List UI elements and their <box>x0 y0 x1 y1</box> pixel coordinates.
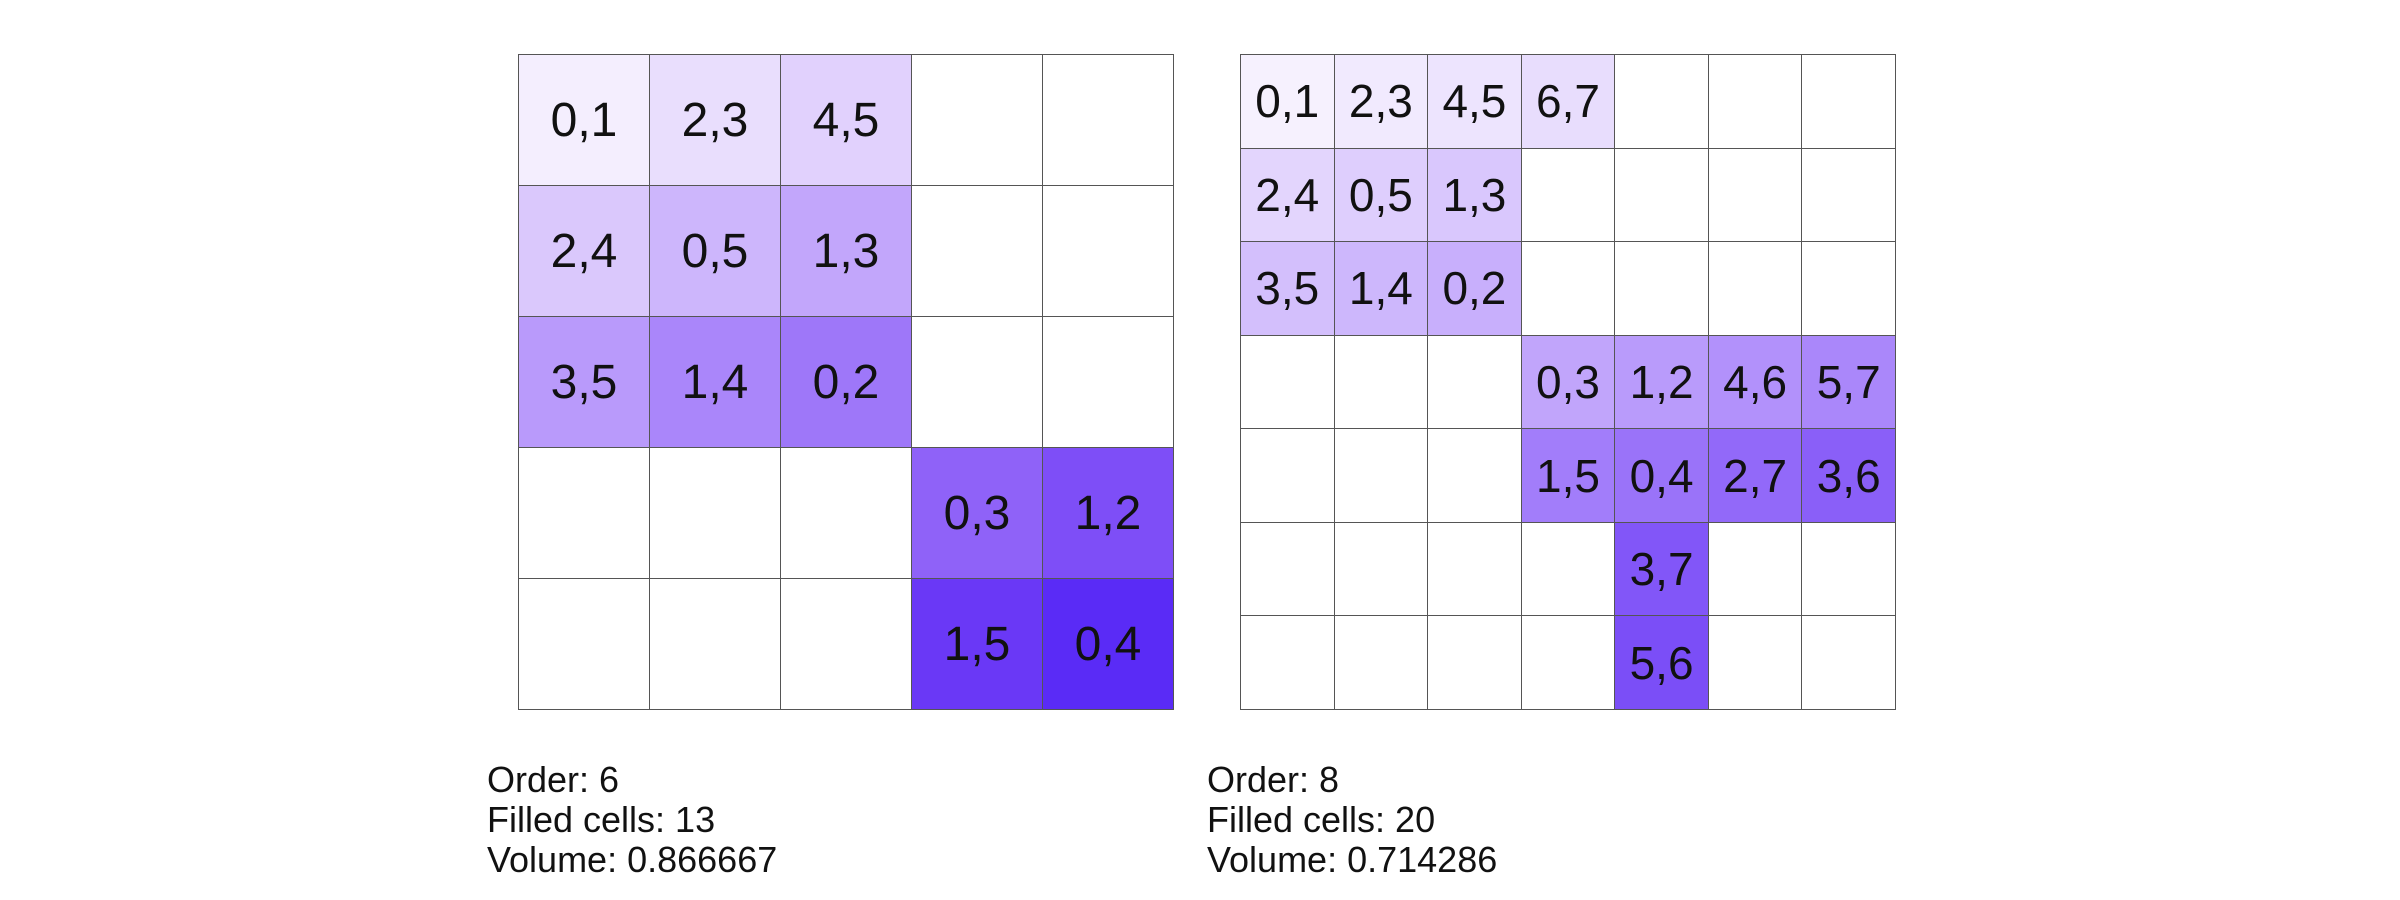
right-empty-cell <box>1801 54 1895 148</box>
left-filled-cell: 0,1 <box>518 54 649 185</box>
right-empty-cell <box>1801 521 1895 616</box>
right-filled-cell: 0,2 <box>1427 241 1521 335</box>
right-filled-cell: 5,6 <box>1614 615 1708 709</box>
right-empty-cell <box>1427 428 1521 522</box>
left-filled-cell: 1,3 <box>780 185 911 316</box>
right-filled-cells-label: Filled cells: 20 <box>1207 799 1436 840</box>
right-empty-cell <box>1333 521 1428 616</box>
left-empty-cell <box>1042 316 1173 447</box>
right-filled-cell: 1,4 <box>1333 241 1428 335</box>
right-stats: Order: 8 Filled cells: 20 Volume: 0.7142… <box>1207 760 1497 880</box>
left-stats: Order: 6 Filled cells: 13 Volume: 0.8666… <box>487 760 777 880</box>
right-empty-cell <box>1801 615 1895 709</box>
right-empty-cell <box>1520 521 1615 616</box>
left-empty-cell <box>518 447 649 578</box>
left-filled-cell: 2,4 <box>518 185 649 316</box>
left-filled-cell: 1,4 <box>649 316 780 447</box>
left-empty-cell <box>780 578 911 709</box>
right-grid: 0,1 2,3 4,5 6,7 2,4 0,5 1,3 3,5 1,4 0,2 0,3 1,2 4,6 5… <box>1240 54 1896 710</box>
left-order-label: Order: 6 <box>487 759 620 800</box>
right-filled-cell: 2,3 <box>1333 54 1428 148</box>
right-filled-cell: 6,7 <box>1520 54 1615 148</box>
left-filled-cell: 0,5 <box>649 185 780 316</box>
left-filled-cell: 3,5 <box>518 316 649 447</box>
left-empty-cell <box>1042 54 1173 185</box>
right-empty-cell <box>1614 241 1708 335</box>
right-empty-cell <box>1520 615 1615 709</box>
right-empty-cell <box>1333 334 1428 429</box>
left-empty-cell <box>780 447 911 578</box>
left-empty-cell <box>911 316 1042 447</box>
left-filled-cell: 0,3 <box>911 447 1042 578</box>
right-filled-cell: 1,5 <box>1520 428 1615 522</box>
right-empty-cell <box>1427 521 1521 616</box>
right-empty-cell <box>1333 615 1428 709</box>
left-filled-cell: 0,2 <box>780 316 911 447</box>
left-grid: 0,1 2,3 4,5 2,4 0,5 1,3 3,5 1,4 0,2 0,3 1,2 1,5 0,4 <box>518 54 1174 710</box>
right-filled-cell: 4,5 <box>1427 54 1521 148</box>
right-empty-cell <box>1614 147 1708 242</box>
right-empty-cell <box>1520 241 1615 335</box>
right-empty-cell <box>1707 54 1802 148</box>
left-empty-cell <box>911 185 1042 316</box>
right-order-label: Order: 8 <box>1207 759 1340 800</box>
left-filled-cells-label: Filled cells: 13 <box>487 799 716 840</box>
right-filled-cell: 3,7 <box>1614 521 1708 616</box>
right-filled-cell: 2,4 <box>1240 147 1334 242</box>
right-filled-cell: 0,5 <box>1333 147 1428 242</box>
left-empty-cell <box>911 54 1042 185</box>
right-empty-cell <box>1333 428 1428 522</box>
right-filled-cell: 1,2 <box>1614 334 1708 429</box>
left-filled-cell: 2,3 <box>649 54 780 185</box>
right-empty-cell <box>1427 615 1521 709</box>
right-empty-cell <box>1240 615 1334 709</box>
right-empty-cell <box>1801 147 1895 242</box>
right-empty-cell <box>1427 334 1521 429</box>
right-empty-cell <box>1707 241 1802 335</box>
right-empty-cell <box>1240 428 1334 522</box>
left-volume-label: Volume: 0.866667 <box>487 839 778 880</box>
right-filled-cell: 2,7 <box>1707 428 1802 522</box>
left-filled-cell: 4,5 <box>780 54 911 185</box>
right-empty-cell <box>1240 521 1334 616</box>
right-empty-cell <box>1801 241 1895 335</box>
left-filled-cell: 0,4 <box>1042 578 1173 709</box>
right-filled-cell: 0,3 <box>1520 334 1615 429</box>
right-empty-cell <box>1707 615 1802 709</box>
right-filled-cell: 1,3 <box>1427 147 1521 242</box>
right-filled-cell: 3,6 <box>1801 428 1895 522</box>
left-empty-cell <box>649 447 780 578</box>
left-empty-cell <box>649 578 780 709</box>
right-empty-cell <box>1240 334 1334 429</box>
right-filled-cell: 0,1 <box>1240 54 1334 148</box>
left-empty-cell <box>1042 185 1173 316</box>
right-filled-cell: 4,6 <box>1707 334 1802 429</box>
left-filled-cell: 1,5 <box>911 578 1042 709</box>
right-volume-label: Volume: 0.714286 <box>1207 839 1498 880</box>
right-empty-cell <box>1520 147 1615 242</box>
left-empty-cell <box>518 578 649 709</box>
right-empty-cell <box>1707 147 1802 242</box>
left-filled-cell: 1,2 <box>1042 447 1173 578</box>
right-empty-cell <box>1614 54 1708 148</box>
right-filled-cell: 0,4 <box>1614 428 1708 522</box>
right-filled-cell: 5,7 <box>1801 334 1895 429</box>
right-filled-cell: 3,5 <box>1240 241 1334 335</box>
right-empty-cell <box>1707 521 1802 616</box>
